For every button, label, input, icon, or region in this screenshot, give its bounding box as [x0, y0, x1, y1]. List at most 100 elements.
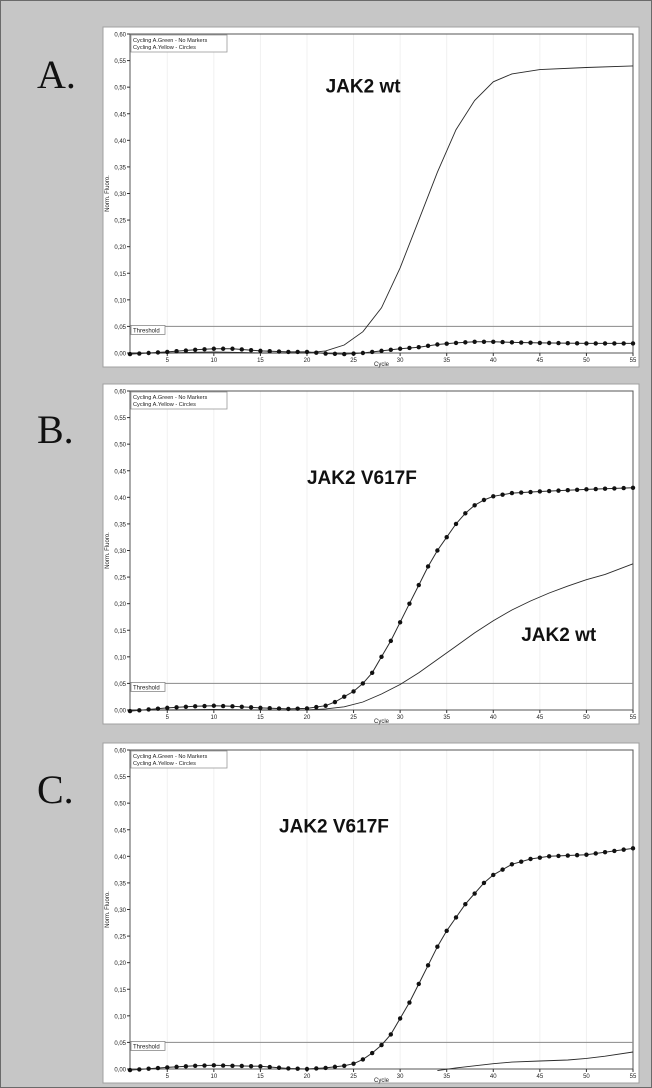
series-line-green — [437, 1051, 634, 1072]
data-point — [630, 485, 636, 490]
data-point — [165, 705, 170, 711]
y-tick-label: 0,55 — [114, 775, 126, 781]
data-point — [491, 339, 496, 345]
legend-entry: Cycling A.Green - No Markers — [133, 38, 207, 44]
y-tick-label: 0,55 — [114, 416, 126, 422]
data-point — [248, 705, 254, 710]
data-point — [304, 349, 310, 355]
data-point — [537, 340, 543, 346]
data-point — [342, 1063, 347, 1069]
data-point — [239, 1063, 244, 1069]
y-tick-label: 0,40 — [114, 139, 126, 145]
y-tick-label: 0,45 — [114, 112, 126, 118]
x-axis-label: Cycle — [374, 1078, 390, 1084]
data-point — [146, 350, 151, 356]
data-point — [509, 490, 515, 496]
data-point — [630, 341, 636, 346]
data-point — [416, 981, 421, 987]
data-point — [323, 1065, 328, 1071]
data-point — [286, 1066, 291, 1071]
chart-annotation: JAK2 wt — [326, 76, 402, 97]
data-point — [202, 1063, 207, 1068]
y-tick-label: 0,10 — [114, 655, 126, 661]
data-point — [528, 856, 533, 862]
y-tick-label: 0,45 — [114, 469, 126, 475]
data-point — [453, 340, 459, 346]
x-tick-label: 40 — [490, 1074, 497, 1080]
y-tick-label: 0,30 — [114, 549, 126, 555]
data-point — [491, 872, 496, 878]
data-point — [369, 1050, 375, 1056]
data-point — [379, 654, 384, 660]
data-point — [202, 703, 207, 709]
chart-2: 0,00 0,05 0,10 0,15 0,20 0,25 0,30 0,35 0,40 0,45… — [102, 742, 640, 1084]
threshold-label: Threshold — [133, 1044, 160, 1050]
y-tick-label: 0,25 — [114, 219, 126, 225]
data-point — [519, 859, 524, 864]
data-point — [481, 497, 487, 503]
threshold-label-box — [130, 325, 166, 335]
data-point — [183, 348, 189, 353]
legend-entry: Cycling A.Green - No Markers — [133, 395, 207, 401]
x-tick-label: 20 — [304, 1074, 311, 1080]
data-point — [267, 349, 272, 354]
plot-background — [102, 742, 640, 1084]
data-point — [379, 348, 384, 354]
data-point — [416, 344, 421, 350]
legend-entry: Cycling A.Green - No Markers — [133, 754, 207, 760]
data-point — [239, 704, 244, 710]
x-tick-label: 55 — [630, 358, 637, 364]
x-tick-label: 45 — [537, 715, 544, 721]
data-point — [612, 486, 617, 491]
data-point — [481, 880, 487, 886]
x-tick-label: 15 — [257, 358, 264, 364]
x-tick-label: 50 — [583, 1074, 590, 1080]
data-point — [258, 348, 263, 354]
data-point — [528, 340, 533, 345]
plot-background — [102, 26, 640, 368]
data-point — [556, 853, 561, 859]
data-point — [537, 489, 543, 494]
data-point — [388, 638, 394, 644]
data-point — [174, 1064, 179, 1070]
x-tick-label: 45 — [537, 1074, 544, 1080]
x-tick-label: 5 — [166, 715, 170, 721]
data-point — [137, 351, 142, 356]
data-point — [193, 1063, 198, 1069]
y-tick-label: 0,50 — [114, 802, 126, 808]
x-tick-label: 50 — [583, 715, 590, 721]
x-tick-label: 15 — [257, 1074, 264, 1080]
threshold-label-box — [130, 1041, 166, 1051]
data-point — [612, 341, 617, 346]
y-tick-label: 0,30 — [114, 192, 126, 198]
data-point — [593, 851, 598, 856]
x-tick-label: 10 — [210, 1074, 217, 1080]
x-tick-label: 35 — [443, 715, 450, 721]
data-point — [453, 521, 459, 527]
y-tick-label: 0,15 — [114, 272, 126, 278]
data-point — [276, 1065, 282, 1070]
data-point — [565, 341, 570, 346]
data-point — [416, 582, 421, 588]
data-point — [183, 1064, 189, 1069]
panel-label-a: A. — [37, 52, 76, 97]
legend-entry: Cycling A.Yellow - Circles — [133, 761, 196, 767]
data-point — [202, 347, 207, 352]
panel-label-c: C. — [37, 767, 74, 812]
chart-1: 0,00 0,05 0,10 0,15 0,20 0,25 0,30 0,35 0,40 0,45… — [102, 383, 640, 725]
y-tick-label: 0,20 — [114, 961, 126, 967]
data-point — [397, 346, 403, 351]
x-tick-label: 5 — [166, 1074, 170, 1080]
legend-entry: Cycling A.Yellow - Circles — [133, 402, 196, 408]
y-tick-label: 0,05 — [114, 1041, 126, 1047]
data-point — [574, 341, 580, 346]
x-tick-label: 45 — [537, 358, 544, 364]
data-point — [360, 1057, 366, 1062]
data-point — [621, 341, 626, 346]
data-point — [286, 706, 291, 712]
series-line-green — [130, 563, 634, 711]
data-point — [379, 1042, 384, 1048]
threshold-label: Threshold — [133, 328, 160, 334]
data-point — [509, 862, 515, 867]
